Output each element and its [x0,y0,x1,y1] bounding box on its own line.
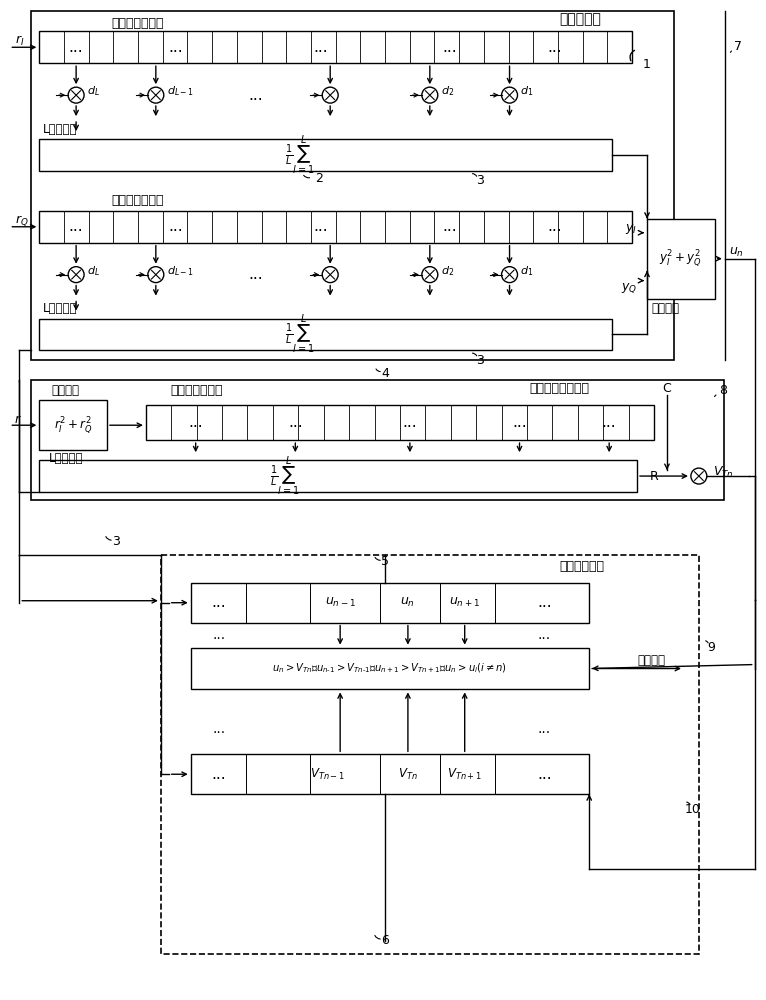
Text: $u_n$: $u_n$ [728,246,744,259]
Text: $d_2$: $d_2$ [440,264,454,278]
Text: $V_{Tn+1}$: $V_{Tn+1}$ [447,767,482,782]
Text: 第二移位寄存器: 第二移位寄存器 [111,194,163,207]
Text: 10: 10 [685,803,701,816]
Text: ...: ... [313,40,328,55]
Text: R: R [650,470,659,483]
Text: ...: ... [512,415,527,430]
Text: $d_1$: $d_1$ [521,84,534,98]
Bar [161,555,699,954]
Bar [647,219,715,299]
Text: ...: ... [188,415,203,430]
Bar [39,319,612,350]
Text: 平方包络: 平方包络 [651,302,679,315]
Text: 5: 5 [381,555,389,568]
Text: $d_{L-1}$: $d_{L-1}$ [167,264,194,278]
Text: ...: ... [537,595,552,610]
Text: 自适应门限产生器: 自适应门限产生器 [529,382,590,395]
Text: $u_n$: $u_n$ [401,596,415,609]
Text: 判断结果: 判断结果 [637,654,665,667]
Text: 滑动窗判决器: 滑动窗判决器 [559,560,604,573]
Text: ...: ... [403,415,417,430]
Text: $y_I^2+y_Q^2$: $y_I^2+y_Q^2$ [660,248,702,269]
Text: L位累加器: L位累加器 [43,302,77,315]
Text: ...: ... [212,722,225,736]
Text: ...: ... [248,267,263,282]
Text: $\frac{1}{L}\sum_{l=1}^{L}$: $\frac{1}{L}\sum_{l=1}^{L}$ [286,313,315,356]
Text: $y_I$: $y_I$ [625,222,637,236]
Text: $d_L$: $d_L$ [87,84,100,98]
Text: ...: ... [443,40,457,55]
Text: $r$: $r$ [15,413,22,426]
Text: ...: ... [169,40,183,55]
Text: 6: 6 [381,934,389,947]
Text: ...: ... [69,219,83,234]
Text: ...: ... [313,219,328,234]
Text: ...: ... [602,415,617,430]
Text: 8: 8 [719,384,727,397]
Text: ...: ... [538,628,551,642]
Bar [146,405,654,440]
Text: $u_{n+1}$: $u_{n+1}$ [449,596,480,609]
Text: 滑动相关器: 滑动相关器 [559,12,601,26]
Text: ...: ... [537,767,552,782]
Text: $V_{Tn}$: $V_{Tn}$ [713,465,734,480]
Text: 1: 1 [643,58,651,71]
Bar [39,211,632,243]
Text: ...: ... [443,219,457,234]
Bar [191,648,589,689]
Text: ...: ... [212,628,225,642]
Text: $V_{Tn-1}$: $V_{Tn-1}$ [309,767,345,782]
Bar [39,31,632,63]
Text: ...: ... [538,722,551,736]
Text: $d_L$: $d_L$ [87,264,100,278]
Bar [39,139,612,171]
Text: ...: ... [547,219,561,234]
Text: ...: ... [169,219,183,234]
Text: $r_I$: $r_I$ [15,34,25,48]
Text: C: C [663,382,671,395]
Bar [191,583,589,623]
Text: $\frac{1}{L}\sum_{l=1}^{L}$: $\frac{1}{L}\sum_{l=1}^{L}$ [270,454,300,498]
Text: $r_Q$: $r_Q$ [15,213,29,228]
Text: $r_I^2+r_Q^2$: $r_I^2+r_Q^2$ [54,415,93,436]
Bar [31,380,724,500]
Text: $d_1$: $d_1$ [521,264,534,278]
Text: 平方包络: 平方包络 [51,384,79,397]
Text: $d_{L-1}$: $d_{L-1}$ [167,84,194,98]
Text: 3: 3 [476,354,483,367]
Text: $u_n{>}V_{Tn}$且$u_{n\text{-}1}{>}V_{Tn\text{-}1}$且$u_{n+1}{>}V_{Tn+1}$且$u_n{>}u_: $u_n{>}V_{Tn}$且$u_{n\text{-}1}{>}V_{Tn\t… [273,662,507,675]
Text: ...: ... [211,767,226,782]
Text: 第三移位寄存器: 第三移位寄存器 [171,384,223,397]
Text: L位累加器: L位累加器 [43,123,77,136]
Bar [39,460,637,492]
Text: $\frac{1}{L}\sum_{l=1}^{L}$: $\frac{1}{L}\sum_{l=1}^{L}$ [286,133,315,177]
Text: 3: 3 [112,535,120,548]
Text: $V_{Tn}$: $V_{Tn}$ [398,767,417,782]
Text: $d_2$: $d_2$ [440,84,454,98]
Text: 7: 7 [734,40,741,53]
Text: ...: ... [288,415,303,430]
Bar [191,754,589,794]
Text: 3: 3 [476,174,483,187]
Text: 9: 9 [707,641,715,654]
Text: ...: ... [248,88,263,103]
Text: ...: ... [547,40,561,55]
Text: $y_Q$: $y_Q$ [620,282,637,295]
Bar [39,400,107,450]
Text: ...: ... [211,595,226,610]
Text: 4: 4 [381,367,389,380]
Text: L位累加器: L位累加器 [49,452,83,465]
Bar [31,11,674,360]
Text: ...: ... [69,40,83,55]
Text: $u_{n-1}$: $u_{n-1}$ [325,596,355,609]
Text: 第一移位寄存器: 第一移位寄存器 [111,17,163,30]
Text: 2: 2 [316,172,323,185]
